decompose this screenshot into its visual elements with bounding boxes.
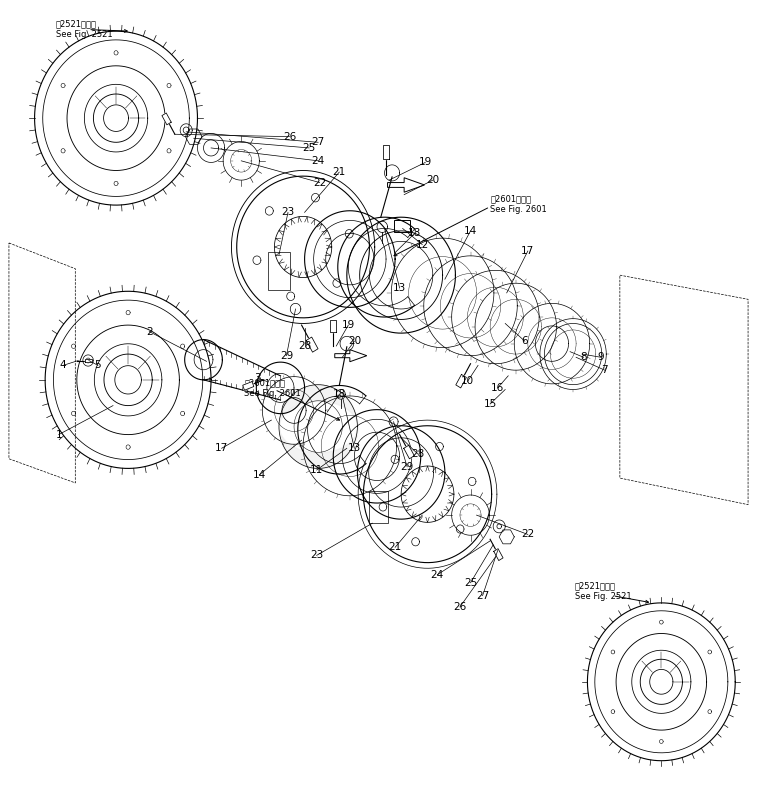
- Polygon shape: [456, 374, 466, 388]
- Text: 25: 25: [464, 578, 477, 587]
- Text: 25: 25: [303, 143, 316, 153]
- Text: 27: 27: [312, 137, 325, 147]
- Polygon shape: [494, 549, 503, 561]
- Text: 13: 13: [393, 283, 407, 293]
- Bar: [269, 252, 289, 290]
- Text: 19: 19: [419, 158, 432, 167]
- Text: 26: 26: [283, 132, 296, 141]
- Text: 19: 19: [341, 320, 355, 330]
- Polygon shape: [383, 145, 389, 158]
- Text: 28: 28: [411, 449, 425, 459]
- Text: 11: 11: [310, 465, 323, 475]
- Polygon shape: [243, 381, 254, 390]
- Text: 7: 7: [602, 365, 608, 375]
- Polygon shape: [403, 445, 414, 459]
- Text: 15: 15: [484, 399, 497, 409]
- Text: 4: 4: [60, 360, 67, 370]
- Text: 22: 22: [313, 178, 326, 187]
- Text: 14: 14: [253, 470, 266, 480]
- Text: 図2521図参照
See Fig. 2521: 図2521図参照 See Fig. 2521: [56, 19, 112, 39]
- Bar: [369, 491, 388, 523]
- Text: 8: 8: [581, 352, 587, 362]
- Polygon shape: [330, 320, 336, 332]
- Text: 23: 23: [282, 208, 294, 217]
- Text: 6: 6: [522, 336, 528, 346]
- Text: 29: 29: [400, 462, 414, 472]
- Polygon shape: [307, 337, 318, 352]
- Text: 3: 3: [254, 373, 261, 383]
- Bar: [394, 220, 410, 233]
- Text: 29: 29: [280, 351, 293, 360]
- Text: 図2601図参照
See Fig. 2601: 図2601図参照 See Fig. 2601: [245, 378, 301, 398]
- Polygon shape: [162, 113, 171, 125]
- Text: 14: 14: [464, 226, 477, 236]
- Text: 28: 28: [298, 341, 311, 351]
- Text: 5: 5: [95, 360, 101, 370]
- Text: 22: 22: [522, 529, 534, 540]
- Text: 17: 17: [522, 246, 534, 256]
- Text: 27: 27: [476, 591, 489, 600]
- Polygon shape: [85, 359, 92, 362]
- Text: 24: 24: [312, 156, 325, 166]
- Text: 24: 24: [431, 570, 444, 579]
- Text: 20: 20: [426, 175, 439, 185]
- Text: 20: 20: [347, 336, 361, 346]
- Text: 18: 18: [408, 229, 422, 238]
- Text: 図2601図参照
See Fig. 2601: 図2601図参照 See Fig. 2601: [490, 195, 547, 214]
- Text: 17: 17: [215, 444, 229, 453]
- Text: 23: 23: [310, 550, 323, 561]
- Text: 16: 16: [491, 383, 504, 393]
- Text: 2: 2: [146, 326, 152, 336]
- Text: 12: 12: [416, 239, 429, 250]
- Text: 26: 26: [453, 602, 466, 612]
- Text: 21: 21: [388, 542, 402, 553]
- Text: 21: 21: [332, 167, 346, 177]
- Text: 10: 10: [461, 377, 474, 386]
- Text: 9: 9: [598, 352, 604, 362]
- Text: 1: 1: [55, 430, 62, 440]
- Text: 図2521図参照
See Fig. 2521: 図2521図参照 See Fig. 2521: [575, 581, 631, 600]
- Text: 13: 13: [347, 444, 361, 453]
- Text: 18: 18: [332, 389, 346, 399]
